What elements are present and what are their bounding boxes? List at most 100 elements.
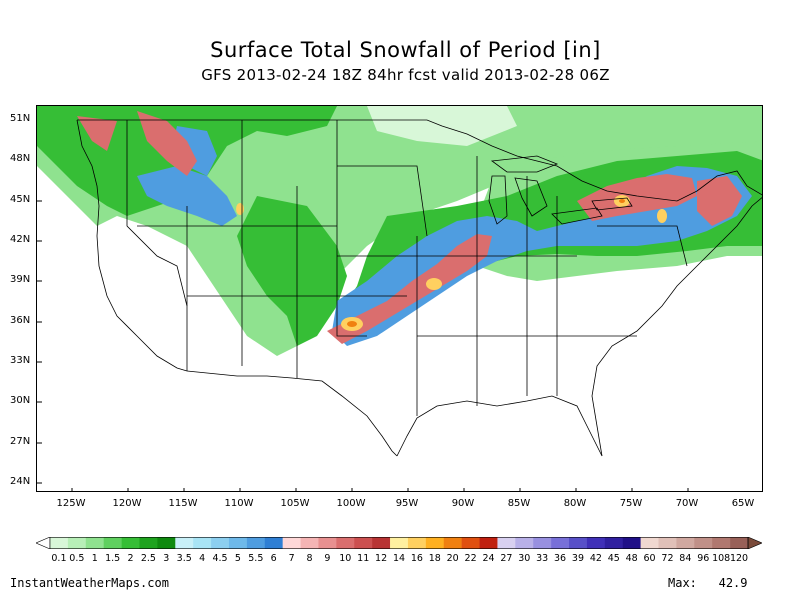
color-scale-label: 108 [712,553,731,564]
color-scale-label: 36 [554,553,567,564]
color-scale-label: 11 [357,553,370,564]
color-scale-max-arrow [747,536,763,550]
lat-label-33n: 33N [10,355,31,366]
color-scale-swatch [103,537,122,549]
color-scale-label: 24 [482,553,495,564]
color-scale-swatch [336,537,355,549]
chart-subtitle: GFS 2013-02-24 18Z 84hr fcst valid 2013-… [201,66,610,84]
color-scale-swatch [67,537,87,549]
color-scale-label: 8 [306,553,313,564]
max-value: 42.9 [718,576,748,590]
color-scale-label: 33 [536,553,549,564]
color-scale-label: 5.5 [248,553,264,564]
color-scale-label: 45 [607,553,620,564]
color-scale-label: 27 [500,553,513,564]
color-scale-swatch [712,537,731,549]
lon-label-75w: 75W [619,498,643,509]
color-scale-bar [35,534,763,550]
color-scale-label: 10 [339,553,352,564]
color-scale-swatch [157,537,176,549]
color-scale-label: 16 [410,553,423,564]
color-scale-label: 72 [661,553,674,564]
color-scale-swatch [569,537,588,549]
color-scale-swatch [372,537,391,549]
color-scale-label: 84 [679,553,692,564]
lon-label-105w: 105W [280,498,310,509]
max-label: Max: [668,576,697,590]
color-scale-swatch [533,537,552,549]
color-scale-label: 0.5 [69,553,85,564]
color-scale-swatch [175,537,194,549]
lat-label-27n: 27N [10,436,31,447]
site-credit: InstantWeatherMaps.com [10,576,169,590]
color-scale-swatch [246,537,266,549]
color-scale-label: 2.5 [140,553,156,564]
color-scale-label: 1.5 [105,553,121,564]
color-scale-label: 39 [571,553,585,564]
color-scale-swatch [193,537,212,549]
color-scale-swatch [551,537,570,549]
color-scale-swatch [228,537,248,549]
color-scale-swatch [264,537,283,549]
color-scale-label: 4.5 [212,553,228,564]
color-scale-label: 20 [446,553,459,564]
lat-label-48n: 48N [10,153,31,164]
color-scale-swatch [730,537,749,549]
color-scale-swatch [443,537,462,549]
color-scale-label: 42 [589,553,602,564]
lon-label-95w: 95W [395,498,419,509]
color-scale-swatch [604,537,624,549]
snowfall-map [36,105,763,492]
lon-label-120w: 120W [112,498,142,509]
color-scale-swatch [479,537,498,549]
color-scale-swatch [407,537,427,549]
lat-label-24n: 24N [10,476,31,487]
map-boundaries [76,119,762,457]
lat-label-36n: 36N [10,315,31,326]
lon-label-90w: 90W [451,498,475,509]
color-scale-swatch [425,537,445,549]
color-scale-label: 60 [643,553,656,564]
color-scale-label: 6 [270,553,277,564]
color-scale-label: 5 [234,553,241,564]
color-scale-swatch [390,537,409,549]
color-scale-swatch [586,537,606,549]
color-scale-label: 3 [163,553,170,564]
color-scale-label: 18 [428,553,441,564]
lon-label-110w: 110W [224,498,254,509]
color-scale-label: 120 [729,553,749,564]
color-scale-label: 3.5 [176,553,192,564]
lat-label-45n: 45N [10,194,31,205]
color-scale-swatch [85,537,104,549]
color-scale-label: 2 [127,553,134,564]
color-scale-swatch [354,537,373,549]
color-scale-swatch [121,537,140,549]
lat-label-51n: 51N [10,113,31,124]
lon-label-115w: 115W [168,498,198,509]
lon-label-100w: 100W [336,498,366,509]
lat-label-39n: 39N [10,274,31,285]
lon-label-85w: 85W [507,498,531,509]
lon-label-125w: 125W [56,498,86,509]
color-scale-label: 1 [91,553,98,564]
color-scale-label: 30 [518,553,531,564]
chart-title: Surface Total Snowfall of Period [in] [210,38,601,62]
color-scale-swatch [694,537,713,549]
lat-label-30n: 30N [10,395,31,406]
color-scale-outline [49,537,749,549]
max-value-readout: Max: 42.9 [668,576,748,590]
color-scale-swatch [211,537,230,549]
color-scale-swatch [640,537,659,549]
map-ticks [37,119,689,491]
snow-shading-red [77,111,742,344]
color-scale-label: 12 [375,553,388,564]
color-scale-label: 48 [625,553,638,564]
color-scale-label: 9 [324,553,331,564]
color-scale-swatch [622,537,641,549]
color-scale-label: 0.1 [51,553,67,564]
lon-label-70w: 70W [675,498,699,509]
lat-label-42n: 42N [10,234,31,245]
color-scale-swatch [50,537,69,549]
color-scale-swatch [497,537,516,549]
color-scale-swatch [318,537,337,549]
